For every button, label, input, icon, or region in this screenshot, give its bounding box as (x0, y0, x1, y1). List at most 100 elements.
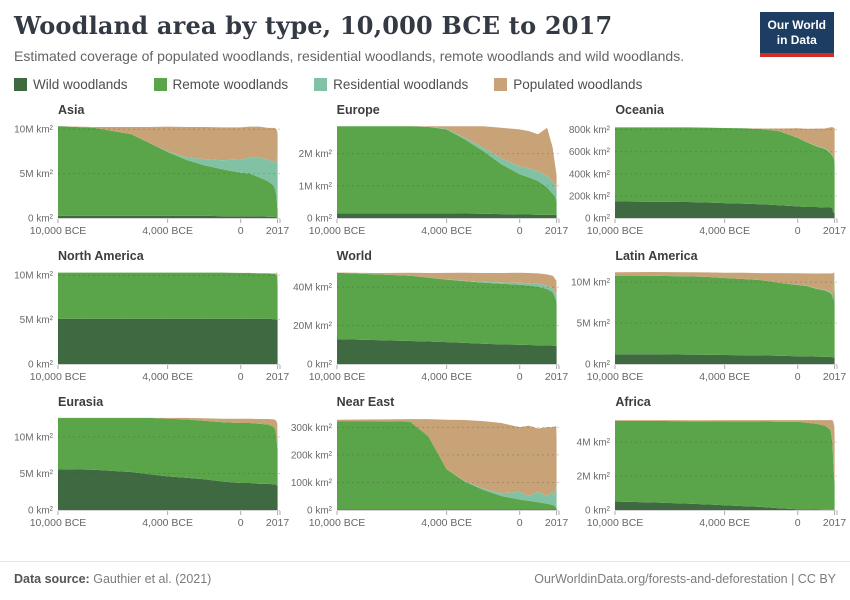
area-populated (58, 417, 278, 447)
y-tick-label: 0 km² (28, 505, 54, 516)
x-tick-label: 10,000 BCE (587, 371, 644, 383)
chart-cell: Oceania 0 km² 200k km² 400k km² 600k km² 800k… (565, 96, 847, 242)
area-residential (336, 420, 557, 508)
legend-label: Wild woodlands (33, 76, 128, 92)
area-wild (336, 338, 557, 364)
y-tick-label: 300k km² (291, 423, 333, 434)
x-tick-label: 4,000 BCE (142, 517, 193, 529)
chart-cell: World 0 km² 20M km² 40M km² 10,000 BCE 4,000 … (287, 242, 568, 388)
x-tick-label: 4,000 BCE (700, 371, 751, 383)
area-populated (336, 125, 557, 192)
chart-plot: 0 km² 200k km² 400k km² 600k km² 800k km² 10,… (569, 125, 847, 237)
legend-swatch (494, 77, 508, 91)
x-tick-label: 4,000 BCE (142, 225, 193, 237)
x-tick-label: 2017 (823, 517, 847, 529)
footer: Data source: Gauthier et al. (2021) OurW… (0, 561, 850, 600)
legend-label: Residential woodlands (333, 76, 469, 92)
area-residential (336, 125, 557, 202)
x-tick-label: 2017 (266, 517, 290, 529)
legend-item: Wild woodlands (14, 77, 128, 92)
y-tick-label: 0 km² (28, 359, 54, 370)
y-tick-label: 100k km² (291, 478, 333, 489)
area-populated (58, 125, 278, 164)
y-tick-label: 0 km² (307, 213, 333, 224)
x-tick-label: 2017 (823, 371, 847, 383)
y-tick-label: 5M km² (20, 469, 54, 480)
footer-source-value: Gauthier et al. (2021) (93, 572, 212, 586)
x-tick-label: 10,000 BCE (30, 371, 87, 383)
area-remote (58, 417, 278, 485)
x-tick-label: 2017 (545, 517, 569, 529)
x-tick-label: 10,000 BCE (308, 517, 365, 529)
x-tick-label: 2017 (266, 225, 290, 237)
area-wild (336, 508, 557, 510)
x-tick-label: 10,000 BCE (30, 517, 87, 529)
y-tick-label: 10M km² (14, 432, 54, 443)
y-tick-label: 4M km² (577, 437, 611, 448)
area-remote (615, 420, 835, 510)
area-wild (336, 212, 557, 218)
x-tick-label: 0 (795, 225, 801, 237)
x-tick-label: 10,000 BCE (587, 225, 644, 237)
legend-item: Populated woodlands (494, 77, 642, 92)
footer-link: OurWorldinData.org/forests-and-deforesta… (534, 572, 836, 586)
area-wild (58, 318, 278, 364)
y-tick-label: 600k km² (569, 147, 611, 158)
y-tick-label: 10M km² (14, 125, 54, 136)
chart-title: Oceania (615, 102, 664, 117)
legend-swatch (314, 77, 328, 91)
charts-grid: Asia 0 km² 5M km² 10M km² 10,000 BCE 4,000 BC… (0, 92, 850, 561)
chart-cell: North America 0 km² 5M km² 10M km² 10,000 BC… (8, 242, 289, 388)
x-tick-label: 10,000 BCE (30, 225, 87, 237)
area-remote (58, 272, 278, 320)
x-tick-label: 0 (516, 225, 522, 237)
chart-title: North America (58, 248, 144, 263)
area-remote (336, 125, 557, 215)
x-tick-label: 0 (516, 371, 522, 383)
x-tick-label: 4,000 BCE (700, 225, 751, 237)
legend-item: Remote woodlands (153, 77, 288, 92)
chart-plot: 0 km² 100k km² 200k km² 300k km² 10,000 BCE 4… (291, 418, 568, 529)
area-populated (336, 272, 557, 299)
chart-cell: Asia 0 km² 5M km² 10M km² 10,000 BCE 4,000 BC… (8, 96, 290, 242)
chart-title: Asia (58, 102, 85, 117)
chart-cell: Near East 0 km² 100k km² 200k km² 300k km² 10… (287, 388, 569, 534)
page-subtitle: Estimated coverage of populated woodland… (14, 47, 685, 64)
legend-label: Populated woodlands (513, 76, 643, 92)
legend-swatch (14, 77, 27, 91)
page-title: Woodland area by type, 10,000 BCE to 201… (14, 11, 613, 40)
chart-cell: Eurasia 0 km² 5M km² 10M km² 10,000 BCE 4,000… (8, 388, 289, 534)
x-tick-label: 10,000 BCE (308, 371, 365, 383)
x-tick-label: 4,000 BCE (421, 371, 472, 383)
area-residential (58, 125, 278, 211)
y-tick-label: 10M km² (14, 271, 54, 282)
y-tick-label: 10M km² (571, 277, 611, 288)
area-remote (615, 275, 835, 358)
y-tick-label: 0 km² (585, 359, 611, 370)
area-remote (336, 272, 557, 346)
x-tick-label: 4,000 BCE (142, 371, 193, 383)
area-wild (58, 468, 278, 510)
area-wild (615, 501, 835, 510)
y-tick-label: 20M km² (293, 321, 333, 332)
y-tick-label: 0 km² (307, 505, 333, 516)
y-tick-label: 400k km² (569, 169, 611, 180)
y-tick-label: 800k km² (569, 125, 611, 136)
chart-plot: 0 km² 1M km² 2M km² 10,000 BCE 4,000 BCE 0 201… (298, 125, 568, 237)
chart-title: World (336, 248, 372, 263)
chart-title: Latin America (615, 248, 698, 263)
area-remote (615, 127, 835, 213)
area-wild (615, 201, 835, 218)
area-populated (615, 271, 835, 312)
chart-plot: 0 km² 5M km² 10M km² 10,000 BCE 4,000 BCE 0 20… (14, 271, 289, 383)
x-tick-label: 4,000 BCE (421, 517, 472, 529)
y-tick-label: 2M km² (298, 149, 332, 160)
area-remote (336, 420, 557, 509)
y-tick-label: 0 km² (28, 213, 54, 224)
x-tick-label: 0 (516, 517, 522, 529)
chart-plot: 0 km² 5M km² 10M km² 10,000 BCE 4,000 BCE 0 20… (14, 417, 289, 529)
x-tick-label: 2017 (545, 225, 569, 237)
owid-logo: Our World in Data (759, 12, 834, 57)
x-tick-label: 2017 (266, 371, 290, 383)
chart-title: Africa (615, 394, 651, 409)
